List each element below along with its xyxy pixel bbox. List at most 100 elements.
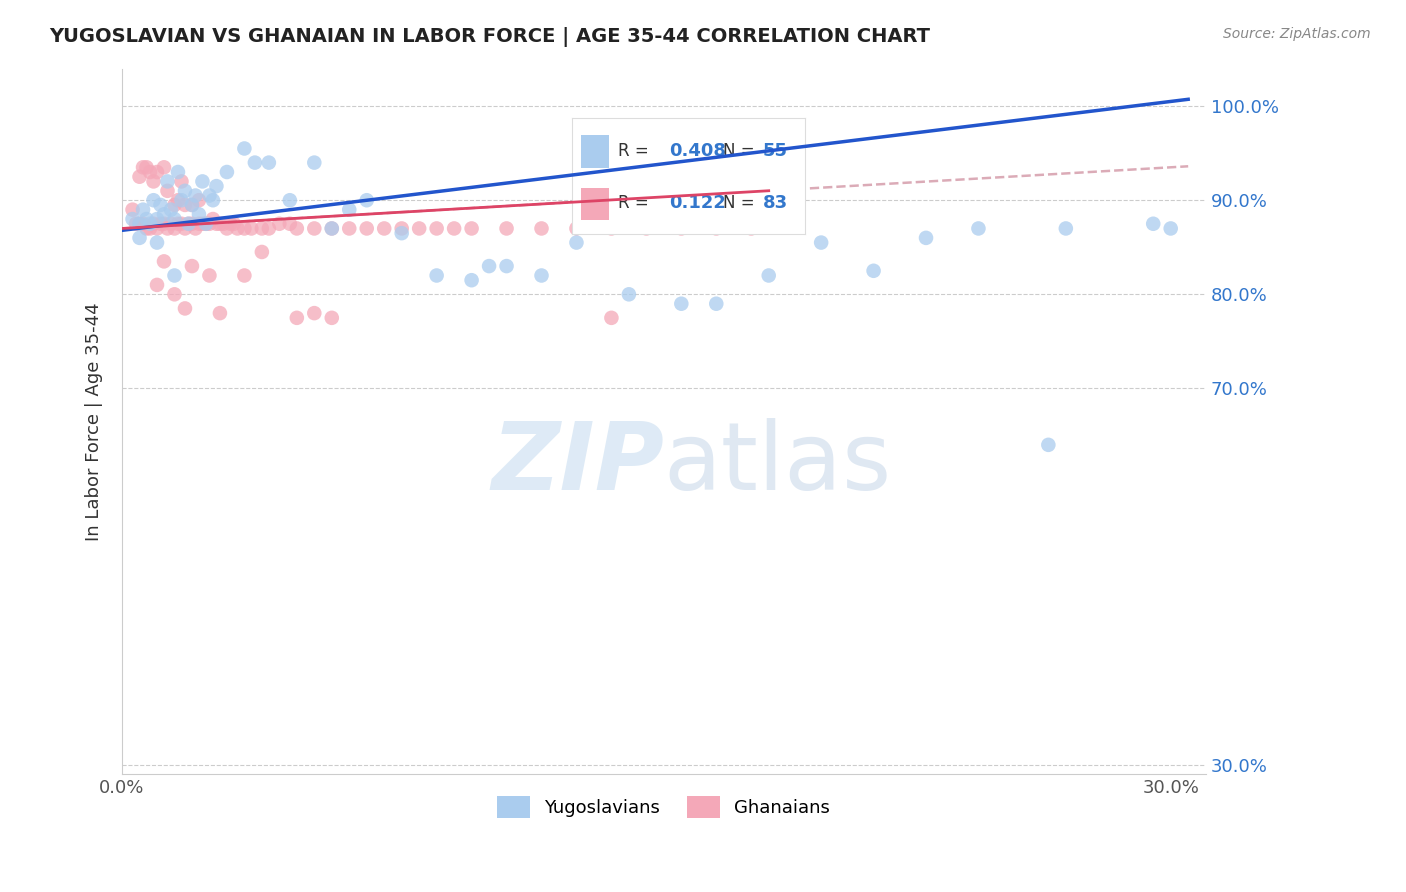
Point: [132, 161, 155, 175]
Point: [177, 217, 200, 231]
Point: [167, 217, 190, 231]
Point: [222, 217, 245, 231]
Point: [128, 217, 150, 231]
Point: [146, 165, 169, 179]
Point: [212, 217, 235, 231]
Point: [153, 217, 176, 231]
Point: [201, 212, 224, 227]
Point: [495, 259, 517, 273]
Point: [174, 198, 197, 212]
Point: [205, 179, 228, 194]
Point: [233, 141, 256, 155]
Point: [219, 217, 242, 231]
Point: [139, 217, 162, 231]
Point: [391, 221, 413, 235]
Point: [565, 221, 588, 235]
Point: [250, 221, 273, 235]
Point: [243, 155, 266, 169]
Point: [146, 212, 169, 227]
Point: [194, 217, 217, 231]
Point: [188, 207, 211, 221]
Point: [460, 221, 482, 235]
Point: [167, 165, 190, 179]
Point: [226, 221, 249, 235]
Point: [278, 193, 301, 207]
Point: [758, 268, 780, 283]
Point: [1142, 217, 1164, 231]
Point: [304, 306, 326, 320]
Point: [278, 217, 301, 231]
Point: [128, 169, 150, 184]
Point: [146, 235, 169, 250]
Y-axis label: In Labor Force | Age 35-44: In Labor Force | Age 35-44: [86, 302, 103, 541]
Point: [530, 268, 553, 283]
Point: [174, 301, 197, 316]
Point: [191, 217, 214, 231]
Point: [391, 226, 413, 240]
Point: [208, 217, 231, 231]
Point: [530, 221, 553, 235]
Legend: Yugoslavians, Ghanaians: Yugoslavians, Ghanaians: [491, 789, 838, 825]
Point: [142, 217, 165, 231]
Text: atlas: atlas: [664, 417, 891, 509]
Point: [153, 207, 176, 221]
Point: [160, 202, 183, 217]
Point: [426, 221, 449, 235]
Point: [181, 217, 204, 231]
Point: [671, 221, 693, 235]
Point: [181, 259, 204, 273]
Point: [967, 221, 990, 235]
Point: [285, 310, 308, 325]
Point: [128, 217, 150, 231]
Point: [600, 310, 623, 325]
Point: [198, 217, 221, 231]
Point: [304, 155, 326, 169]
Point: [142, 193, 165, 207]
Point: [198, 268, 221, 283]
Point: [139, 221, 162, 235]
Point: [208, 306, 231, 320]
Point: [167, 193, 190, 207]
Point: [201, 193, 224, 207]
Point: [205, 217, 228, 231]
Point: [915, 231, 938, 245]
Point: [810, 235, 832, 250]
Point: [149, 217, 172, 231]
Point: [135, 212, 157, 227]
Point: [408, 221, 430, 235]
Text: Source: ZipAtlas.com: Source: ZipAtlas.com: [1223, 27, 1371, 41]
Point: [356, 221, 378, 235]
Point: [170, 193, 193, 207]
Point: [426, 268, 449, 283]
Text: YUGOSLAVIAN VS GHANAIAN IN LABOR FORCE | AGE 35-44 CORRELATION CHART: YUGOSLAVIAN VS GHANAIAN IN LABOR FORCE |…: [49, 27, 931, 46]
Point: [704, 221, 727, 235]
Point: [135, 161, 157, 175]
Point: [1038, 438, 1060, 452]
Point: [174, 184, 197, 198]
Point: [149, 198, 172, 212]
Point: [184, 188, 207, 202]
Text: ZIP: ZIP: [491, 417, 664, 509]
Point: [257, 155, 280, 169]
Point: [188, 217, 211, 231]
Point: [356, 193, 378, 207]
Point: [191, 174, 214, 188]
Point: [121, 212, 143, 227]
Point: [121, 202, 143, 217]
Point: [181, 198, 204, 212]
Point: [194, 217, 217, 231]
Point: [146, 221, 169, 235]
Point: [153, 254, 176, 268]
Point: [1054, 221, 1077, 235]
Point: [170, 217, 193, 231]
Point: [177, 217, 200, 231]
Point: [565, 235, 588, 250]
Point: [321, 221, 343, 235]
Point: [156, 221, 179, 235]
Point: [163, 268, 186, 283]
Point: [636, 221, 658, 235]
Point: [285, 221, 308, 235]
Point: [184, 221, 207, 235]
Point: [215, 221, 238, 235]
Point: [740, 221, 762, 235]
